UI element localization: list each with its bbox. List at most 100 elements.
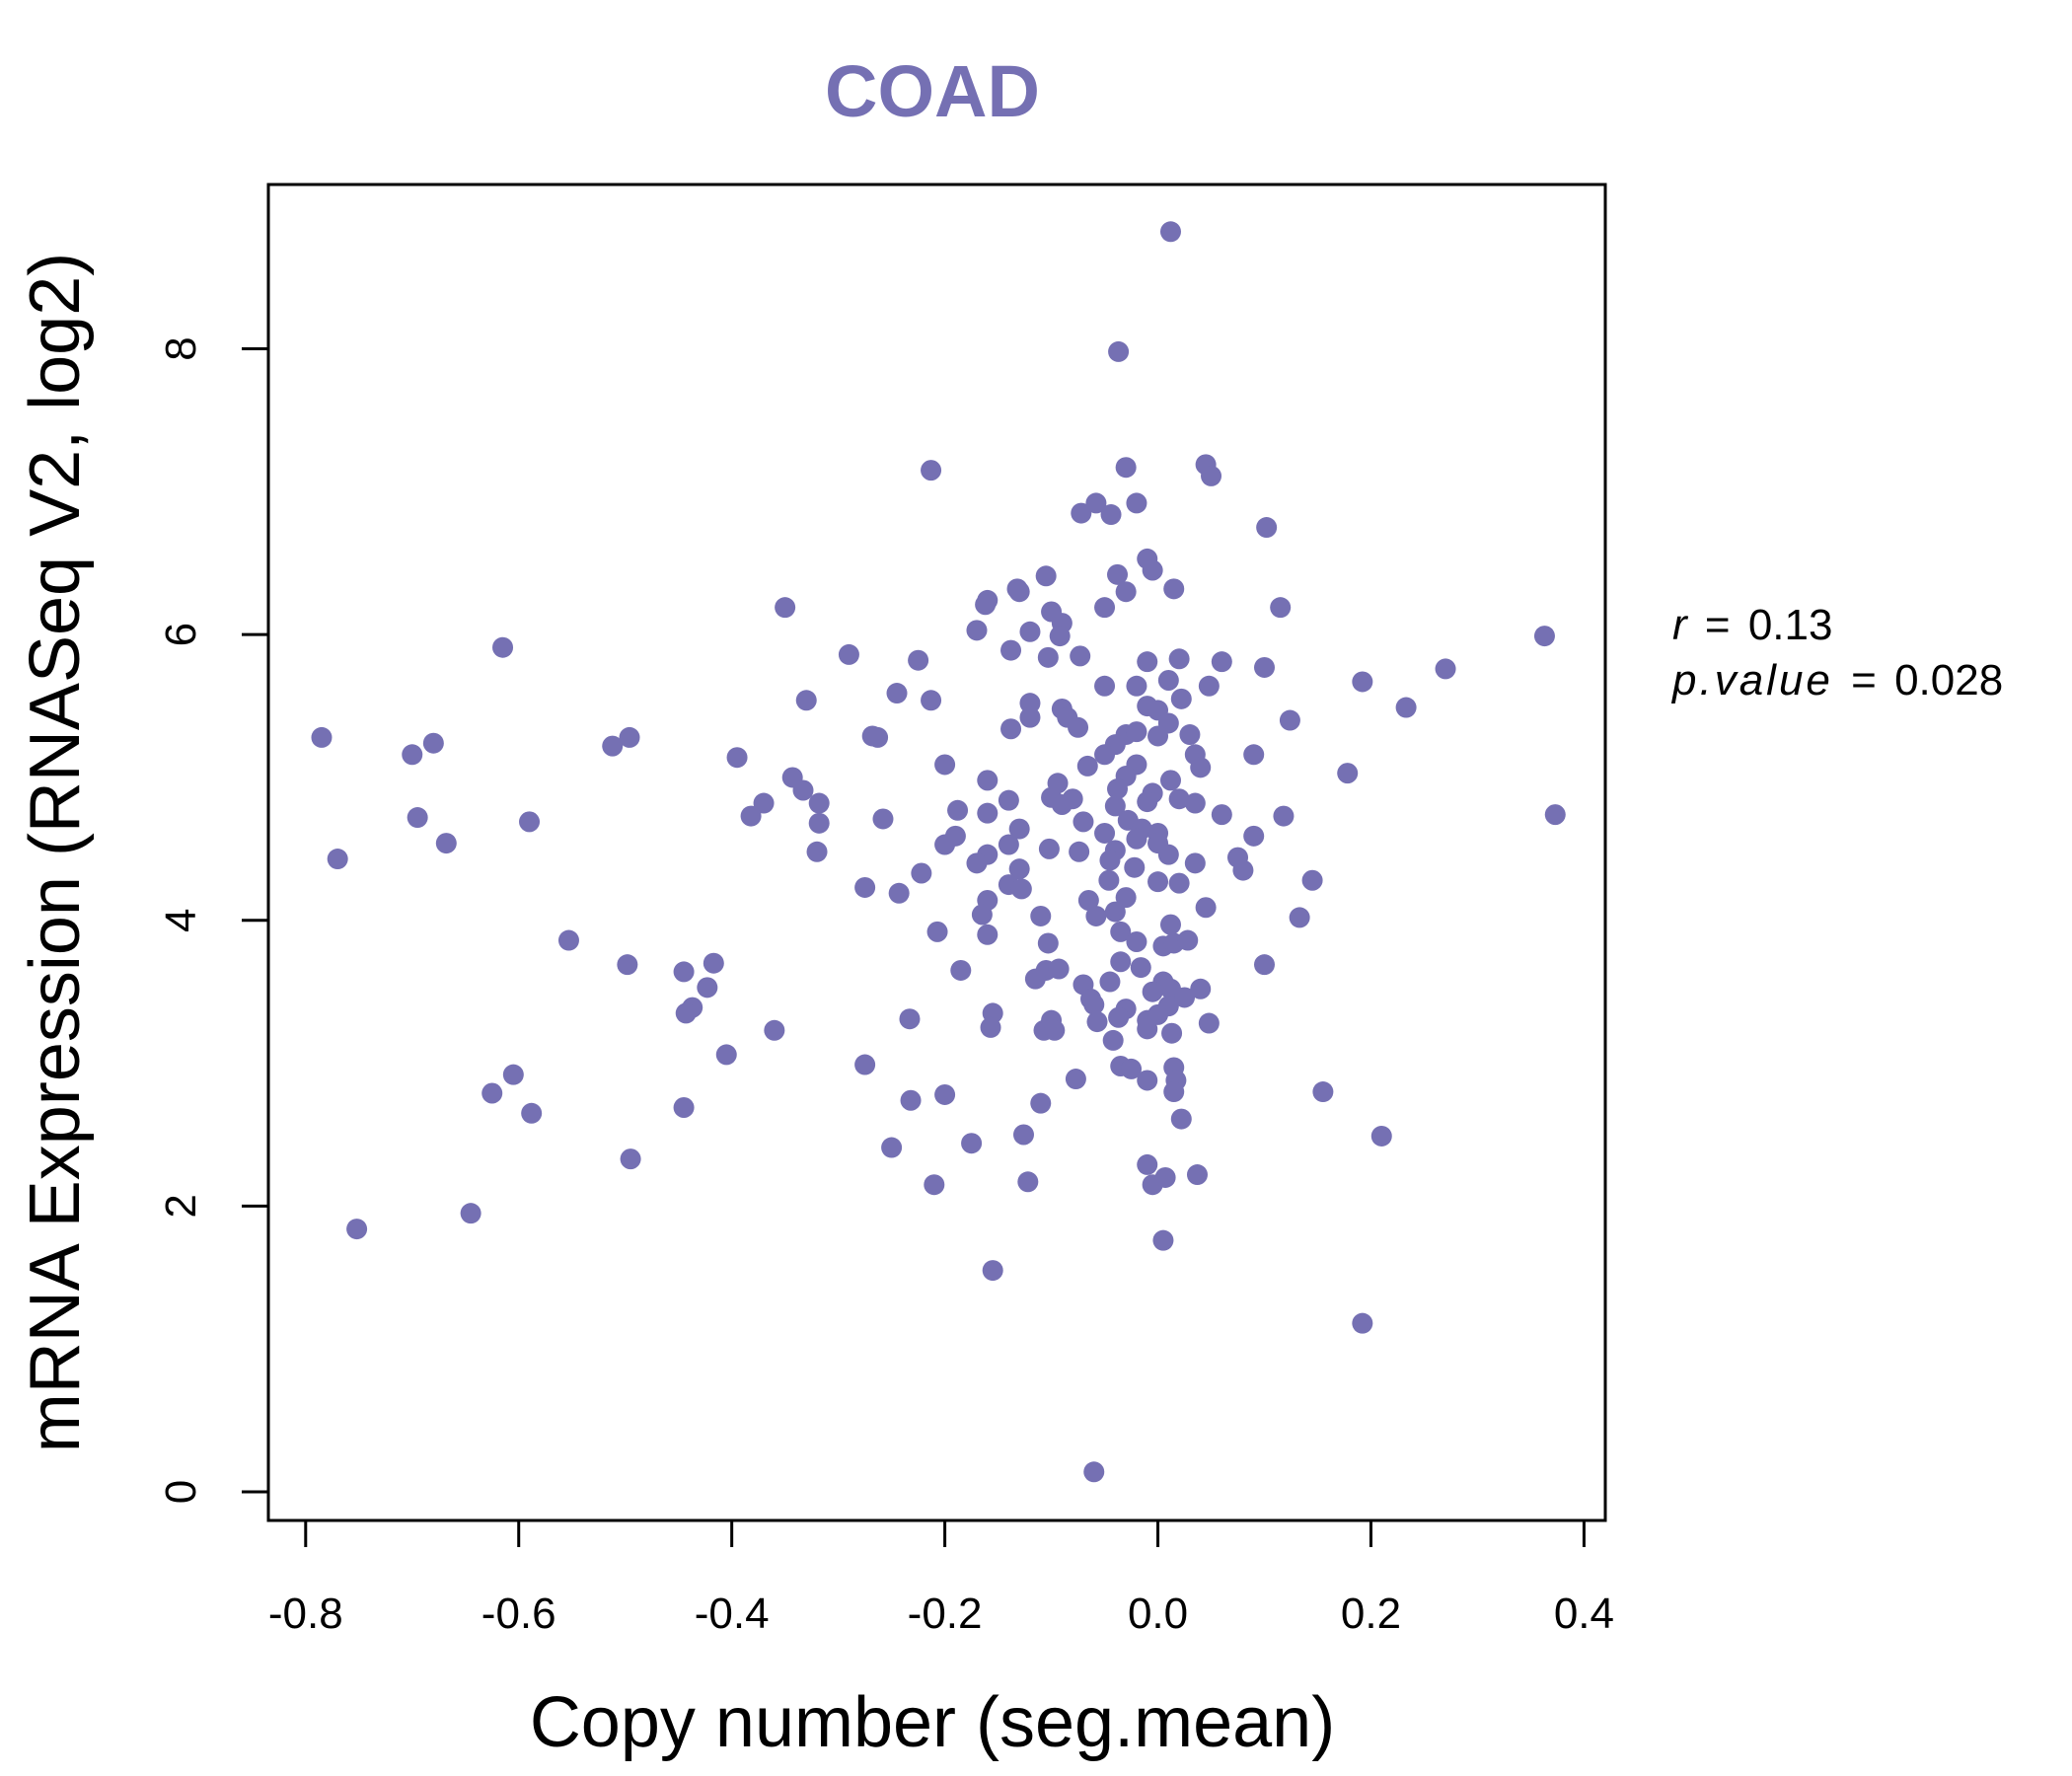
data-point xyxy=(1137,791,1158,813)
data-point xyxy=(998,834,1019,855)
data-point xyxy=(1098,869,1120,891)
data-point xyxy=(1068,716,1089,738)
data-point xyxy=(1000,639,1022,661)
data-point xyxy=(867,726,889,748)
data-point xyxy=(1085,492,1107,514)
data-point xyxy=(1104,795,1126,817)
data-point xyxy=(346,1219,368,1240)
data-point xyxy=(1147,1003,1169,1025)
data-point xyxy=(1008,858,1030,880)
data-point xyxy=(1037,646,1059,668)
data-point xyxy=(775,597,796,619)
data-point xyxy=(764,1019,785,1041)
data-point xyxy=(1170,1108,1192,1130)
data-point xyxy=(1077,890,1099,912)
data-point xyxy=(617,954,638,976)
data-point xyxy=(950,959,972,981)
data-point xyxy=(1273,805,1295,827)
p-value-statistic: p.value = 0.028 xyxy=(1670,656,2003,704)
y-axis: 0 2 4 6 8 xyxy=(157,336,270,1504)
y-axis-title: mRNA Expression (RNASeq V2, log2) xyxy=(16,253,95,1452)
data-point xyxy=(1115,581,1137,603)
data-point xyxy=(1130,957,1151,979)
data-point xyxy=(838,643,859,665)
y-tick-label: 0 xyxy=(157,1480,205,1504)
data-point xyxy=(966,620,988,641)
correlation-annotation: r = 0.13 p.value = 0.028 xyxy=(1670,601,2003,704)
data-points xyxy=(311,221,1566,1483)
r-symbol: r xyxy=(1672,601,1689,649)
data-point xyxy=(1035,565,1057,587)
data-point xyxy=(881,1137,903,1158)
data-point xyxy=(1107,778,1129,800)
data-point xyxy=(1170,688,1192,709)
data-point xyxy=(1211,804,1232,826)
data-point xyxy=(1070,645,1091,667)
data-point xyxy=(975,594,997,616)
x-tick-label: -0.8 xyxy=(268,1590,343,1638)
data-point xyxy=(675,1002,697,1024)
data-point xyxy=(1184,792,1206,814)
data-point xyxy=(1100,504,1122,526)
data-point xyxy=(1048,958,1070,980)
data-point xyxy=(1024,968,1046,990)
data-point xyxy=(1126,675,1147,697)
data-point xyxy=(602,735,624,757)
data-point xyxy=(1065,1069,1086,1090)
data-point xyxy=(1184,852,1206,874)
data-point xyxy=(806,841,828,862)
data-point xyxy=(1352,1312,1373,1334)
data-point xyxy=(1069,841,1090,862)
data-point xyxy=(1008,581,1030,603)
data-point xyxy=(1159,221,1181,243)
data-point xyxy=(1152,1229,1174,1251)
data-point xyxy=(1201,465,1222,486)
data-point xyxy=(620,1148,641,1170)
data-point xyxy=(1017,1171,1039,1193)
data-point xyxy=(934,834,956,855)
data-point xyxy=(1157,844,1179,865)
data-point xyxy=(1142,559,1163,581)
data-point xyxy=(872,808,894,830)
p-value-value: 0.028 xyxy=(1894,656,2003,704)
data-point xyxy=(921,690,942,711)
data-point xyxy=(1190,757,1212,778)
data-point xyxy=(1094,597,1116,619)
data-point xyxy=(1243,744,1265,766)
data-point xyxy=(492,636,514,658)
data-point xyxy=(1073,811,1094,833)
data-point xyxy=(435,833,457,854)
data-point xyxy=(1049,626,1071,647)
data-point xyxy=(1232,859,1254,881)
data-point xyxy=(1099,850,1121,871)
data-point xyxy=(982,1260,1003,1282)
chart-title: COAD xyxy=(825,50,1040,132)
x-tick-label: -0.6 xyxy=(481,1590,556,1638)
data-point xyxy=(977,770,999,791)
data-point xyxy=(1102,1029,1124,1051)
data-point xyxy=(1115,887,1137,909)
data-point xyxy=(1177,929,1199,951)
data-point xyxy=(460,1203,481,1224)
r-value: 0.13 xyxy=(1748,601,1833,649)
data-point xyxy=(1159,914,1181,935)
data-point xyxy=(1198,1012,1220,1034)
r-statistic: r = 0.13 xyxy=(1672,601,1832,649)
data-point xyxy=(1030,1092,1052,1114)
data-point xyxy=(1243,825,1265,847)
data-point xyxy=(980,1016,1001,1038)
data-point xyxy=(1104,901,1126,923)
data-point xyxy=(753,792,775,814)
data-point xyxy=(1010,878,1032,900)
data-point xyxy=(1083,1461,1105,1483)
data-point xyxy=(481,1082,503,1104)
data-point xyxy=(947,799,969,821)
data-point xyxy=(1094,744,1116,766)
data-point xyxy=(1289,907,1310,928)
data-point xyxy=(1198,675,1220,697)
data-point xyxy=(519,811,541,833)
data-point xyxy=(1099,971,1121,993)
data-point xyxy=(1301,869,1323,891)
data-point xyxy=(1115,457,1137,479)
data-point xyxy=(1279,709,1300,731)
